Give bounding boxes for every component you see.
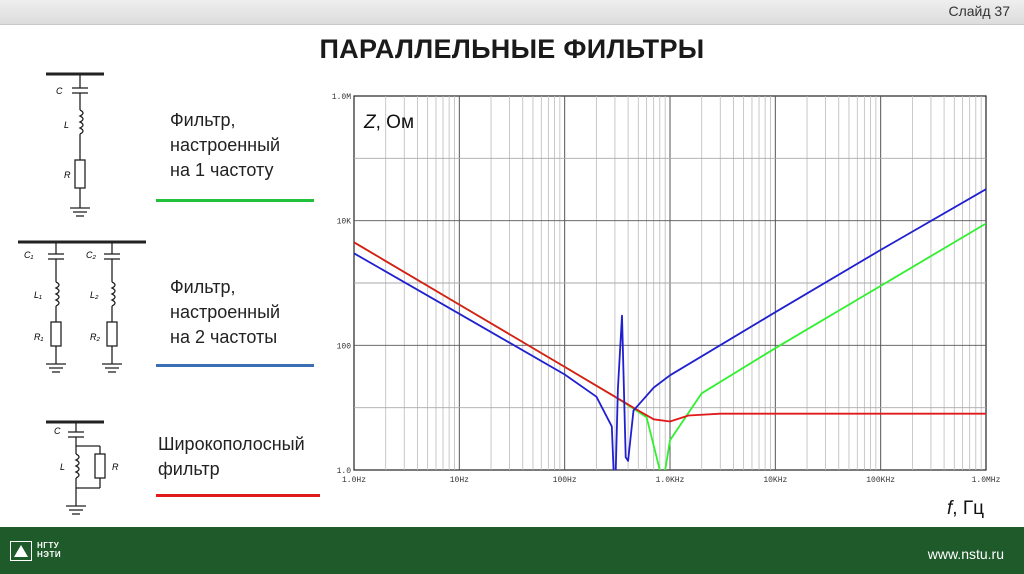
schematic-broadband: C L R [46, 420, 119, 515]
label-l1: L₁ [34, 290, 42, 300]
label-c: C [54, 426, 61, 436]
legend-line-red [156, 494, 320, 497]
x-tick-label: 100Hz [553, 476, 577, 485]
label-r2: R₂ [90, 332, 100, 342]
legend-line-green [156, 199, 314, 202]
logo-text: НГТУ НЭТИ [37, 541, 62, 559]
schematic-single-tuned: C L R [46, 72, 104, 217]
label-r: R [112, 462, 119, 472]
label-c2: C₂ [86, 250, 96, 260]
label-c: C [56, 86, 63, 96]
label-l2: L₂ [90, 290, 99, 300]
x-tick-label: 100KHz [866, 476, 895, 485]
x-tick-label: 1.0KHz [656, 476, 685, 485]
slide-title: ПАРАЛЛЕЛЬНЫЕ ФИЛЬТРЫ [319, 34, 705, 64]
y-tick-label: 1.0M [332, 93, 351, 102]
label-r: R [64, 170, 71, 180]
nstu-logo-icon [10, 541, 32, 561]
y-axis-label: Z, Ом [363, 112, 414, 133]
label-single-tuned: Фильтр, настроенный на 1 частоту [170, 110, 281, 180]
series-double-tuned [354, 188, 986, 470]
label-r1: R₁ [34, 332, 43, 342]
label-broadband: Широкополосный фильтр [158, 434, 305, 479]
footer-bar: НГТУ НЭТИ www.nstu.ru [0, 527, 1024, 574]
impedance-chart: 1.0Hz 10Hz 100Hz 1.0KHz 10KHz 100KHz 1.0MHz 1.0… [332, 93, 1001, 519]
x-axis-label: f, Гц [947, 498, 984, 519]
legend-line-blue [156, 364, 314, 367]
x-tick-label: 10KHz [763, 476, 787, 485]
series-broadband [354, 241, 986, 423]
label-l: L [60, 462, 65, 472]
y-tick-label: 100 [337, 342, 352, 351]
slide-number: Слайд 37 [948, 3, 1010, 19]
site-url: www.nstu.ru [927, 546, 1004, 562]
x-tick-label: 1.0MHz [972, 476, 1001, 485]
label-l: L [64, 120, 69, 130]
x-tick-label: 10Hz [450, 476, 469, 485]
label-c1: C₁ [24, 250, 33, 260]
y-tick-label: 10K [337, 218, 352, 227]
label-double-tuned: Фильтр, настроенный на 2 частоты [170, 277, 281, 347]
top-bar: Слайд 37 [0, 0, 1024, 25]
y-tick-label: 1.0 [337, 467, 352, 476]
schematic-double-tuned: C₁ C₂ L₁ L₂ R₁ R₂ [18, 240, 146, 373]
x-tick-label: 1.0Hz [342, 476, 366, 485]
